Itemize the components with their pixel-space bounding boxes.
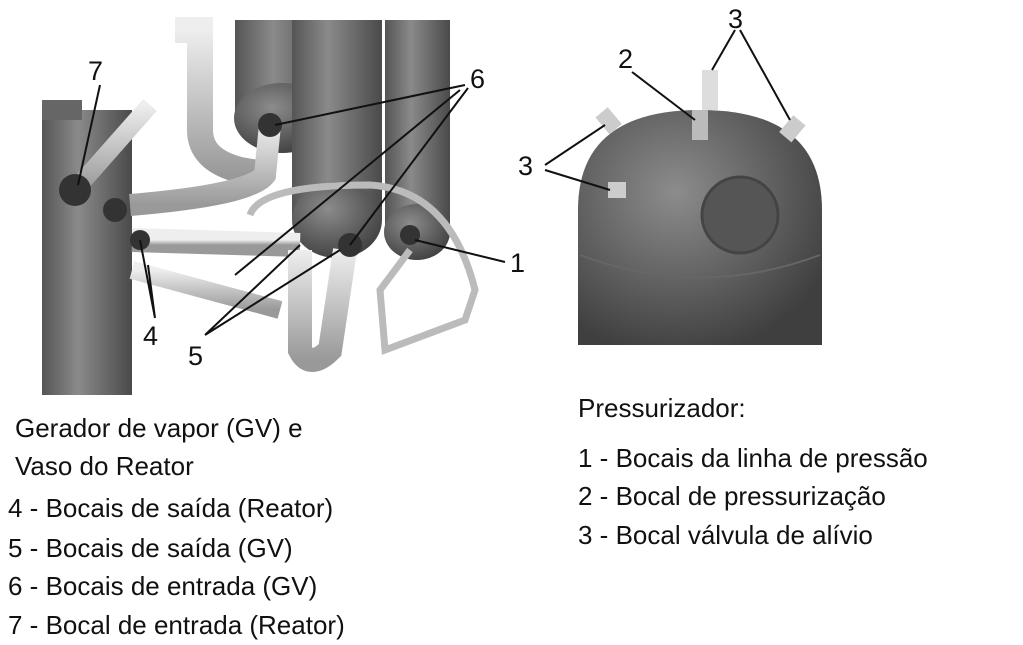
- leader-lines: [77, 29, 791, 336]
- caption-item: 3 - Bocal válvula de alívio: [578, 520, 873, 550]
- caption-item: 1 - Bocais da linha de pressão: [578, 443, 928, 473]
- callout: 2: [618, 44, 633, 74]
- caption-line: Vaso do Reator: [15, 451, 194, 481]
- caption-line: Gerador de vapor (GV) e: [15, 413, 303, 443]
- callout: 6: [470, 64, 485, 94]
- caption-item: 5 - Bocais de saída (GV): [8, 533, 293, 563]
- caption-title: Pressurizador:: [578, 393, 746, 423]
- callout: 5: [188, 341, 203, 371]
- callout: 1: [510, 248, 525, 278]
- left-caption: Gerador de vapor (GV) e Vaso do Reator 4…: [8, 413, 345, 640]
- callout: 3: [728, 4, 743, 34]
- caption-item: 4 - Bocais de saída (Reator): [8, 493, 333, 523]
- callout: 7: [88, 56, 103, 86]
- caption-item: 6 - Bocais de entrada (GV): [8, 571, 317, 601]
- reactor-illustration: [42, 17, 479, 395]
- caption-item: 7 - Bocal de entrada (Reator): [8, 610, 345, 640]
- pressurizer-illustration: [578, 70, 822, 345]
- caption-item: 2 - Bocal de pressurização: [578, 481, 886, 511]
- callout: 3: [518, 151, 533, 181]
- right-caption: Pressurizador: 1 - Bocais da linha de pr…: [578, 393, 928, 550]
- callout: 4: [143, 321, 158, 351]
